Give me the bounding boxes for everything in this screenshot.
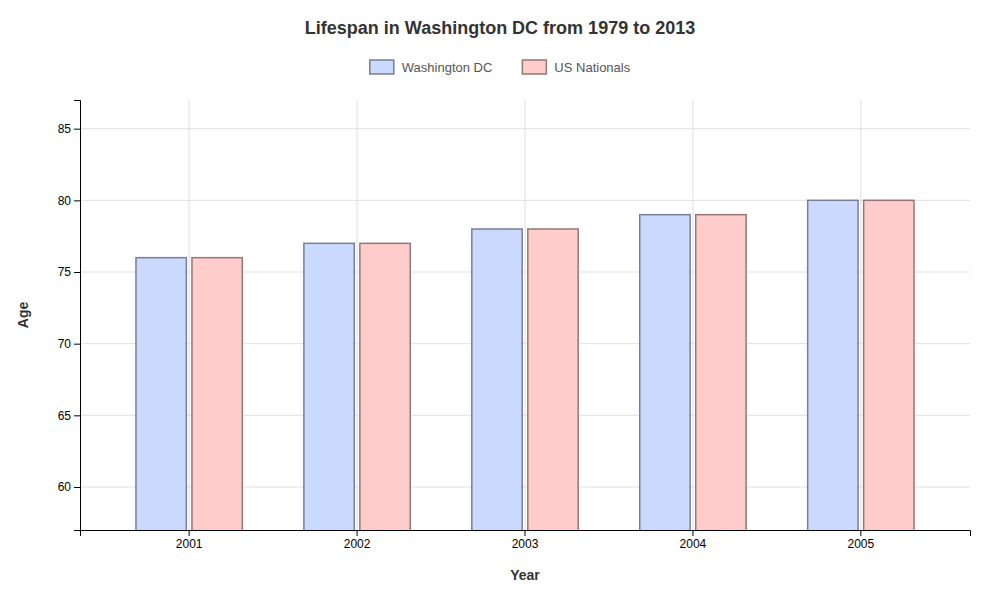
tick-mark <box>357 530 358 536</box>
tick: 85 <box>58 122 80 136</box>
chart: 2001 2002 2003 2004 2005 60 65 70 75 80 85 Year Age L… <box>0 0 1000 600</box>
bar <box>304 243 354 530</box>
tick: 70 <box>58 337 80 351</box>
tick: 2003 <box>512 530 539 551</box>
y-axis: 60 65 70 75 80 85 <box>58 101 81 531</box>
tick-mark <box>692 530 693 536</box>
bar <box>808 200 858 530</box>
tick-label: 2004 <box>680 537 707 551</box>
bar <box>696 215 746 530</box>
tick-label: 65 <box>58 409 72 423</box>
tick: 2005 <box>847 530 874 551</box>
legend-label: US Nationals <box>554 60 630 75</box>
legend-item: US Nationals <box>522 60 630 75</box>
plot: 2001 2002 2003 2004 2005 60 65 70 75 80 85 <box>58 100 971 600</box>
tick-mark <box>74 344 80 345</box>
bar <box>192 258 242 530</box>
axis-line <box>81 531 971 537</box>
legend-label: Washington DC <box>402 60 493 75</box>
tick-mark <box>189 530 190 536</box>
tick-label: 85 <box>58 122 72 136</box>
tick: 2001 <box>176 530 203 551</box>
grid-line <box>189 100 190 530</box>
tick: 60 <box>58 480 80 494</box>
tick: 75 <box>58 265 80 279</box>
bar <box>472 229 522 530</box>
tick-label: 60 <box>58 480 72 494</box>
bar <box>528 229 578 530</box>
x-axis-title: Year <box>510 567 540 583</box>
tick: 80 <box>58 194 80 208</box>
title: Lifespan in Washington DC from 1979 to 2… <box>305 18 695 38</box>
tick-mark <box>74 200 80 201</box>
legend-swatch <box>522 60 546 74</box>
bar <box>640 215 690 530</box>
grid-line <box>357 100 358 530</box>
legend-swatch <box>370 60 394 74</box>
grid-line <box>525 100 526 530</box>
tick-label: 2005 <box>847 537 874 551</box>
tick-label: 80 <box>58 194 72 208</box>
tick-label: 2003 <box>512 537 539 551</box>
bars <box>136 200 914 530</box>
legend-item: Washington DC <box>370 60 493 75</box>
bar <box>360 243 410 530</box>
tick-label: 70 <box>58 337 72 351</box>
tick-label: 75 <box>58 265 72 279</box>
tick-mark <box>74 415 80 416</box>
grid-line <box>860 100 861 530</box>
tick-mark <box>525 530 526 536</box>
bar <box>136 258 186 530</box>
tick-mark <box>860 530 861 536</box>
tick-label: 2002 <box>344 537 371 551</box>
axis-line <box>74 101 81 531</box>
bar-series <box>192 200 914 530</box>
tick-mark <box>74 487 80 488</box>
tick: 2004 <box>680 530 707 551</box>
bar-series <box>136 200 858 530</box>
tick-label: 2001 <box>176 537 203 551</box>
grid-line <box>692 100 693 530</box>
tick-mark <box>74 129 80 130</box>
bar <box>864 200 914 530</box>
legend: Washington DC US Nationals <box>370 60 631 75</box>
tick: 65 <box>58 409 80 423</box>
tick-mark <box>74 272 80 273</box>
x-axis: 2001 2002 2003 2004 2005 <box>81 530 971 551</box>
tick: 2002 <box>344 530 371 551</box>
y-axis-title: Age <box>15 302 31 329</box>
